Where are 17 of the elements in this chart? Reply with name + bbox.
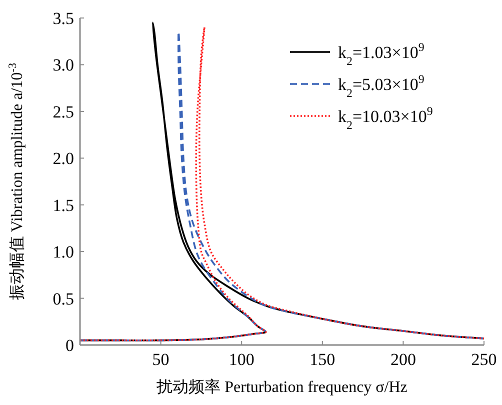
y-tick-label: 1.5 <box>52 196 74 215</box>
y-tick-label: 2.5 <box>52 102 74 122</box>
y-tick-label: 0 <box>66 336 74 355</box>
y-tick-label: 1.0 <box>52 242 74 262</box>
x-tick-label: 100 <box>228 350 254 369</box>
legend-label: k$_{2}$=10.03×10$^{9}$ <box>338 104 433 132</box>
y-tick-label: 3.5 <box>52 9 74 28</box>
x-tick-label: 150 <box>310 350 336 369</box>
x-tick-label: 50 <box>152 350 170 369</box>
y-tick-label: 0.5 <box>52 289 74 308</box>
legend-label: k$_{2}$=5.03×10$^{9}$ <box>338 72 424 100</box>
y-tick-label: 2.0 <box>52 149 74 168</box>
x-axis-title: 扰动频率 Perturbation frequency σ/Hz <box>156 378 408 396</box>
x-tick-label: 200 <box>390 350 416 369</box>
y-tick-label: 3.0 <box>52 56 74 75</box>
x-tick-label: 250 <box>471 350 497 369</box>
legend-label: k$_{2}$=1.03×10$^{9}$ <box>338 40 424 68</box>
